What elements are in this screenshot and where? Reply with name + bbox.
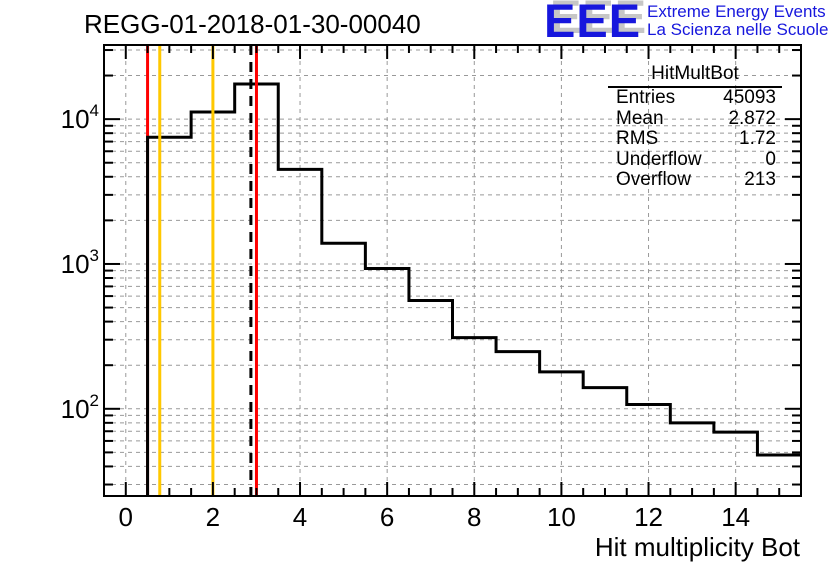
eee-logo-acronym: EEE	[544, 0, 642, 47]
plot-title: REGG-01-2018-01-30-00040	[84, 9, 421, 39]
stats-label: Mean	[616, 107, 664, 129]
stats-label: Overflow	[616, 169, 691, 190]
stats-label: RMS	[616, 128, 659, 149]
stats-value: 2.872	[728, 107, 776, 129]
stats-row-rms: RMS 1.72	[608, 128, 782, 150]
x-tick-label: 10	[547, 502, 576, 532]
x-tick-label: 0	[119, 502, 133, 532]
stats-value: 0	[765, 148, 776, 170]
axis-tick-labels: 0 2 4 6 8 10 12 14 102 103 104	[61, 101, 751, 532]
y-tick-label: 102	[61, 391, 99, 424]
x-tick-label: 12	[634, 502, 663, 532]
stats-label: Entries	[616, 87, 676, 108]
stats-row-underflow: Underflow 0	[608, 148, 782, 171]
stats-value: 213	[744, 169, 776, 190]
stats-row-mean: Mean 2.872	[608, 107, 782, 130]
stats-box-title: HitMultBot	[608, 63, 782, 88]
x-tick-label: 4	[293, 502, 307, 532]
stats-value: 45093	[723, 87, 776, 108]
histogram-step-line	[146, 82, 801, 496]
stats-row-overflow: Overflow 213	[608, 169, 782, 191]
y-tick-label: 104	[61, 101, 99, 134]
stats-label: Underflow	[616, 148, 702, 170]
x-tick-label: 14	[721, 502, 750, 532]
eee-logo-taglines: Extreme Energy Events La Scienza nelle S…	[647, 3, 828, 39]
x-tick-label: 8	[467, 502, 481, 532]
x-tick-label: 6	[380, 502, 394, 532]
stats-value: 1.72	[739, 128, 776, 149]
stats-row-entries: Entries 45093	[608, 87, 782, 109]
x-axis-title: Hit multiplicity Bot	[594, 532, 800, 562]
eee-tagline-english: Extreme Energy Events	[647, 2, 826, 21]
axis-ticks	[104, 45, 801, 496]
stats-box: HitMultBot Entries 45093 Mean 2.872 RMS …	[608, 63, 782, 191]
eee-logo: EEE Extreme Energy Events La Scienza nel…	[544, 0, 829, 47]
x-tick-label: 2	[206, 502, 220, 532]
eee-tagline-italian: La Scienza nelle Scuole	[647, 20, 829, 39]
y-tick-label: 103	[61, 246, 99, 279]
